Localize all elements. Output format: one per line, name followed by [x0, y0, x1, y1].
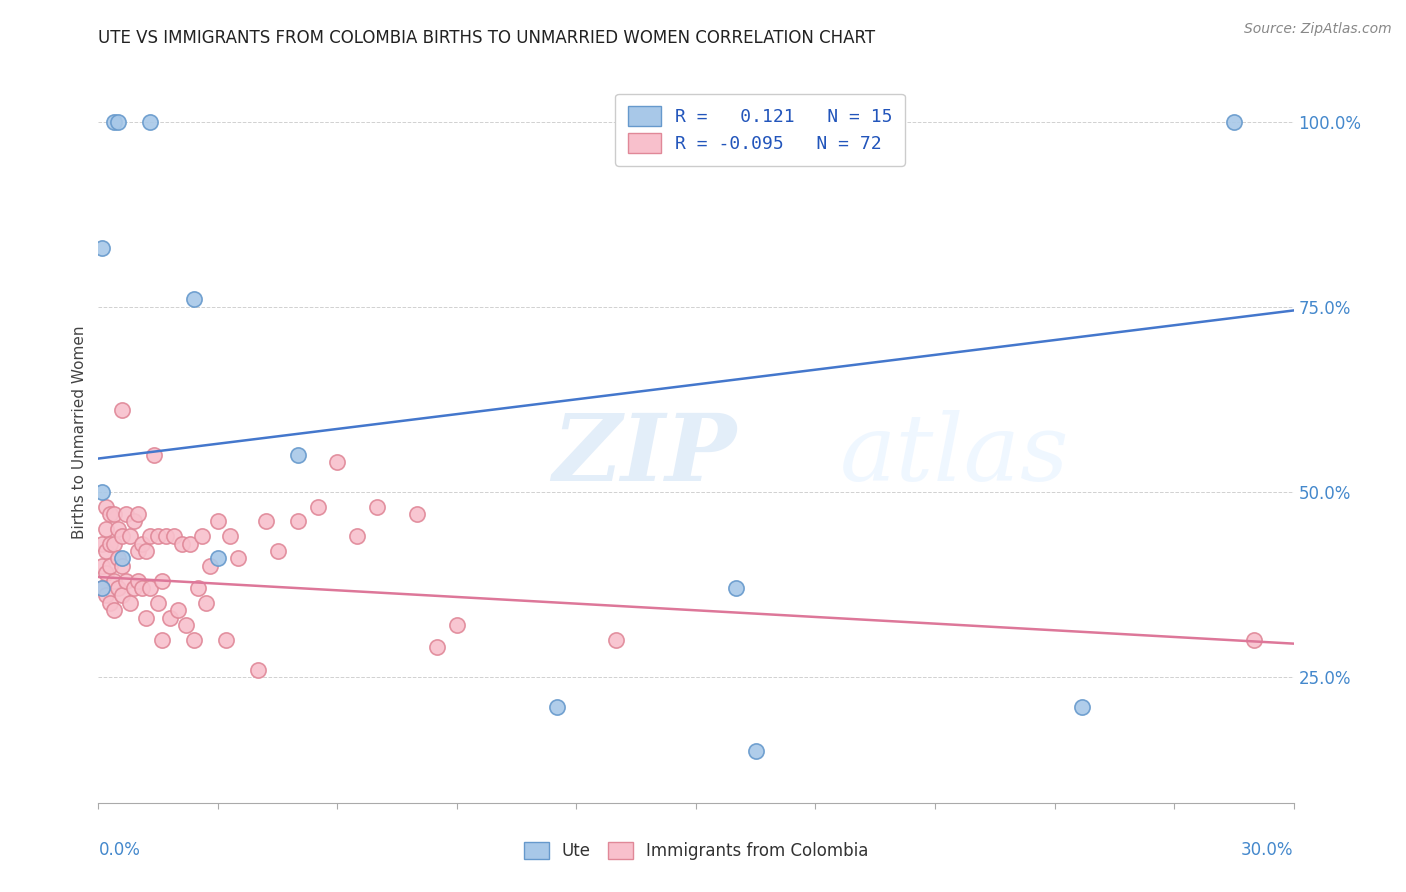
Point	[124, 581, 146, 595]
Point	[98, 596, 122, 610]
Point	[111, 551, 134, 566]
Text: UTE VS IMMIGRANTS FROM COLOMBIA BIRTHS TO UNMARRIED WOMEN CORRELATION CHART: UTE VS IMMIGRANTS FROM COLOMBIA BIRTHS T…	[98, 29, 876, 47]
Point	[287, 448, 309, 462]
Point	[307, 500, 329, 514]
Point	[139, 581, 162, 595]
Point	[183, 293, 205, 307]
Legend: Ute, Immigrants from Colombia: Ute, Immigrants from Colombia	[515, 834, 877, 869]
Point	[91, 581, 114, 595]
Point	[1223, 114, 1246, 128]
Point	[91, 484, 114, 499]
Point	[226, 551, 249, 566]
Point	[131, 536, 153, 550]
Point	[195, 596, 218, 610]
Point	[103, 574, 125, 588]
Point	[546, 699, 568, 714]
Point	[96, 500, 118, 514]
Point	[111, 529, 134, 543]
Point	[246, 663, 269, 677]
Point	[150, 632, 173, 647]
Point	[103, 603, 125, 617]
Point	[91, 558, 114, 573]
Text: 0.0%: 0.0%	[98, 840, 141, 859]
Point	[107, 114, 129, 128]
Point	[96, 566, 118, 581]
Point	[207, 515, 229, 529]
Point	[98, 558, 122, 573]
Point	[326, 455, 349, 469]
Point	[267, 544, 290, 558]
Point	[98, 536, 122, 550]
Point	[406, 507, 429, 521]
Point	[346, 529, 368, 543]
Point	[426, 640, 449, 655]
Point	[111, 589, 134, 603]
Point	[174, 618, 197, 632]
Point	[124, 515, 146, 529]
Point	[1243, 632, 1265, 647]
Point	[103, 507, 125, 521]
Point	[135, 544, 157, 558]
Point	[187, 581, 209, 595]
Point	[148, 529, 170, 543]
Point	[107, 581, 129, 595]
Point	[135, 610, 157, 624]
Point	[91, 581, 114, 595]
Point	[191, 529, 214, 543]
Point	[183, 632, 205, 647]
Point	[163, 529, 186, 543]
Point	[103, 114, 125, 128]
Point	[143, 448, 166, 462]
Point	[111, 403, 134, 417]
Point	[96, 589, 118, 603]
Point	[287, 515, 309, 529]
Point	[127, 544, 149, 558]
Point	[198, 558, 221, 573]
Y-axis label: Births to Unmarried Women: Births to Unmarried Women	[72, 326, 87, 540]
Point	[96, 544, 118, 558]
Text: Source: ZipAtlas.com: Source: ZipAtlas.com	[1244, 22, 1392, 37]
Point	[605, 632, 627, 647]
Point	[96, 522, 118, 536]
Point	[120, 596, 142, 610]
Point	[111, 558, 134, 573]
Point	[120, 529, 142, 543]
Point	[115, 574, 138, 588]
Point	[207, 551, 229, 566]
Text: 30.0%: 30.0%	[1241, 840, 1294, 859]
Text: ZIP: ZIP	[553, 409, 737, 500]
Point	[219, 529, 242, 543]
Point	[1071, 699, 1094, 714]
Point	[139, 529, 162, 543]
Point	[159, 610, 181, 624]
Point	[127, 507, 149, 521]
Point	[179, 536, 201, 550]
Point	[127, 574, 149, 588]
Text: atlas: atlas	[839, 409, 1069, 500]
Point	[724, 581, 747, 595]
Point	[139, 114, 162, 128]
Point	[446, 618, 468, 632]
Point	[215, 632, 238, 647]
Point	[366, 500, 388, 514]
Point	[98, 507, 122, 521]
Point	[91, 536, 114, 550]
Point	[107, 522, 129, 536]
Point	[745, 744, 768, 758]
Point	[155, 529, 177, 543]
Point	[103, 536, 125, 550]
Point	[131, 581, 153, 595]
Point	[115, 507, 138, 521]
Point	[107, 551, 129, 566]
Point	[254, 515, 277, 529]
Point	[172, 536, 194, 550]
Point	[91, 240, 114, 255]
Point	[167, 603, 190, 617]
Point	[150, 574, 173, 588]
Point	[148, 596, 170, 610]
